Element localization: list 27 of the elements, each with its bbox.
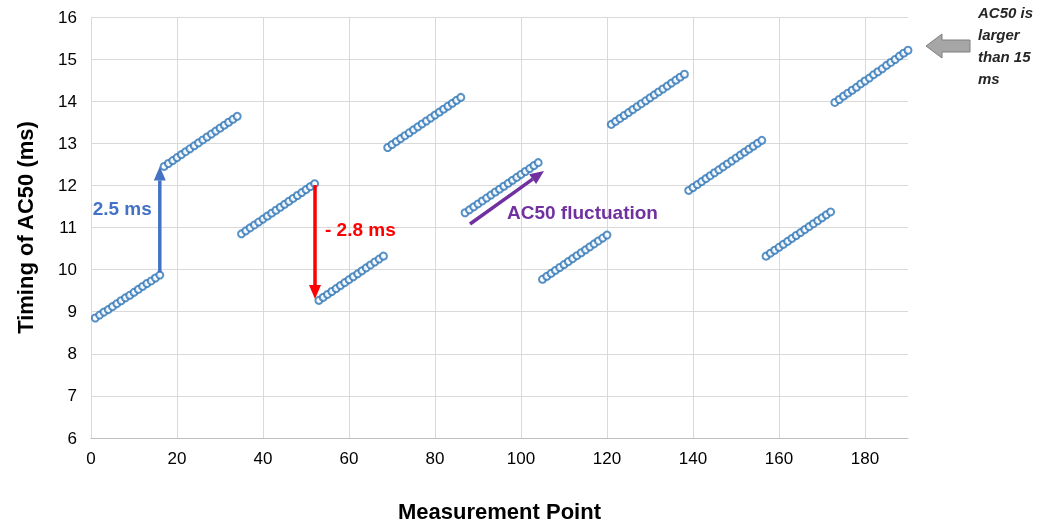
- y-axis-title: Timing of AC50 (ms): [12, 121, 38, 334]
- x-tick-label: 60: [339, 449, 359, 468]
- y-tick-label: 10: [58, 260, 77, 280]
- x-tick-label: 80: [425, 449, 445, 468]
- x-tick-label: 20: [167, 449, 187, 468]
- y-tick-label: 14: [58, 91, 77, 111]
- y-tick-label: 6: [67, 428, 77, 448]
- x-tick-label: 40: [253, 449, 273, 468]
- text: AC50 is larger than 15 ms: [978, 3, 1035, 89]
- y-tick-label: 13: [58, 133, 77, 153]
- y-tick-label: 15: [58, 49, 77, 69]
- x-tick-label: 160: [764, 449, 794, 468]
- y-tick-label: 7: [67, 386, 77, 406]
- y-tick-label: 16: [58, 7, 77, 27]
- x-tick-label: 100: [506, 449, 536, 468]
- annotation: 2.5 ms: [92, 198, 152, 221]
- annotation: AC50 fluctuation: [507, 202, 658, 224]
- y-tick-label: 8: [67, 344, 77, 364]
- x-tick-label: 180: [850, 449, 880, 468]
- x-tick-label: 140: [678, 449, 708, 468]
- x-tick-label: 0: [86, 449, 96, 468]
- y-tick-label: 12: [58, 175, 77, 195]
- y-tick-label: 9: [67, 302, 77, 322]
- x-axis-title: Measurement Point: [398, 498, 602, 524]
- y-tick-label: 11: [59, 218, 77, 237]
- annotation: - 2.8 ms: [325, 219, 396, 241]
- x-tick-label: 120: [592, 449, 622, 468]
